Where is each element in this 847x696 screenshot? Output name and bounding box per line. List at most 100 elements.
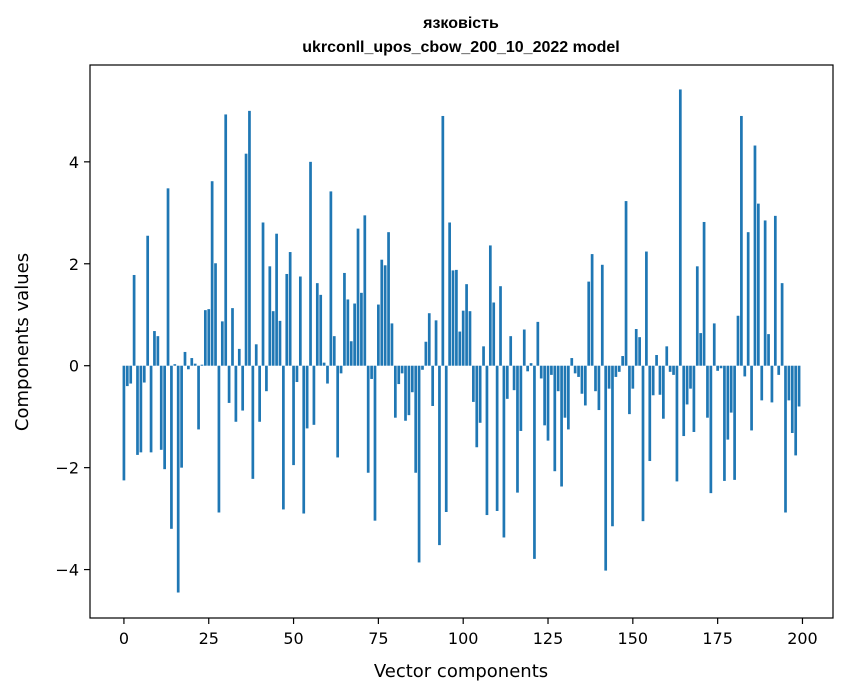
chart-title-line-2: ukrconll_upos_cbow_200_10_2022 model — [302, 39, 619, 56]
bar — [611, 365, 614, 527]
bar — [383, 265, 387, 366]
y-tick-label: −2 — [55, 459, 79, 478]
bar — [339, 365, 343, 374]
bar — [550, 365, 553, 375]
bar — [597, 365, 601, 411]
bar — [472, 365, 475, 402]
bar — [757, 203, 760, 366]
bar — [258, 365, 261, 422]
bar — [125, 365, 129, 387]
bar — [173, 364, 177, 366]
bar — [665, 346, 669, 366]
bar — [502, 365, 506, 538]
bar — [370, 365, 373, 379]
bar — [740, 115, 743, 366]
chart-title-line-1: язковість — [422, 15, 499, 32]
bar — [455, 269, 458, 366]
bar — [244, 153, 248, 366]
bar — [400, 365, 404, 374]
bar — [536, 321, 540, 366]
bar — [519, 365, 523, 431]
bar — [295, 365, 299, 383]
bar — [638, 337, 641, 366]
bar — [241, 365, 245, 411]
bar — [136, 365, 139, 455]
bar — [377, 304, 380, 366]
bar — [187, 365, 190, 370]
bar — [716, 365, 719, 371]
bar — [580, 365, 584, 394]
bar — [254, 344, 258, 366]
bar — [655, 355, 658, 366]
bar — [275, 233, 278, 366]
bar — [265, 365, 268, 392]
bar — [526, 365, 530, 372]
bar — [699, 333, 703, 366]
bar — [543, 365, 546, 426]
bar — [363, 215, 367, 366]
bar — [373, 365, 377, 521]
bar — [200, 364, 204, 366]
bar — [322, 362, 326, 366]
bar — [750, 365, 753, 431]
bar — [214, 263, 217, 366]
bar — [760, 365, 764, 401]
bar — [159, 365, 163, 450]
x-tick-label: 125 — [533, 629, 564, 648]
y-tick-label: 2 — [69, 255, 79, 274]
bar — [482, 346, 485, 366]
bar — [353, 303, 356, 366]
bar — [203, 310, 207, 366]
bar — [600, 264, 604, 366]
bar — [695, 266, 699, 366]
bar — [621, 356, 625, 366]
bar — [231, 308, 234, 366]
bar — [180, 365, 183, 468]
bar — [285, 273, 289, 366]
bar — [753, 145, 757, 366]
bar — [668, 365, 672, 372]
bar — [492, 302, 496, 366]
bar — [193, 363, 197, 366]
bar — [404, 365, 407, 421]
bar — [465, 284, 468, 366]
bar — [360, 292, 363, 366]
bar — [790, 365, 794, 433]
bar — [309, 161, 312, 366]
bar — [594, 365, 597, 392]
bar — [183, 351, 187, 366]
bar — [343, 272, 346, 366]
bar — [132, 274, 136, 366]
bar — [220, 321, 224, 366]
bar — [533, 365, 536, 559]
bar — [662, 365, 665, 419]
bar — [278, 320, 282, 366]
bar — [648, 365, 652, 462]
bar — [237, 348, 241, 366]
bar — [516, 365, 519, 493]
bar — [736, 315, 740, 366]
bar — [590, 254, 594, 366]
bar — [546, 365, 550, 441]
bar — [672, 365, 675, 375]
plot-frame — [89, 64, 834, 619]
bar — [729, 365, 733, 413]
y-axis-ticks: −4 −2 0 2 4 — [55, 153, 90, 580]
bar — [706, 365, 709, 418]
bar — [746, 232, 750, 366]
bar — [587, 281, 591, 366]
bar — [641, 365, 645, 522]
bar — [336, 365, 340, 458]
x-tick-label: 0 — [119, 629, 129, 648]
bar — [658, 365, 662, 395]
bar — [366, 365, 370, 473]
y-axis-label: Components values — [12, 253, 33, 431]
bar — [689, 365, 692, 389]
bar — [298, 276, 302, 366]
bar — [346, 299, 350, 366]
bar — [651, 365, 655, 396]
bar — [794, 365, 798, 456]
x-axis-label: Vector components — [374, 661, 548, 682]
